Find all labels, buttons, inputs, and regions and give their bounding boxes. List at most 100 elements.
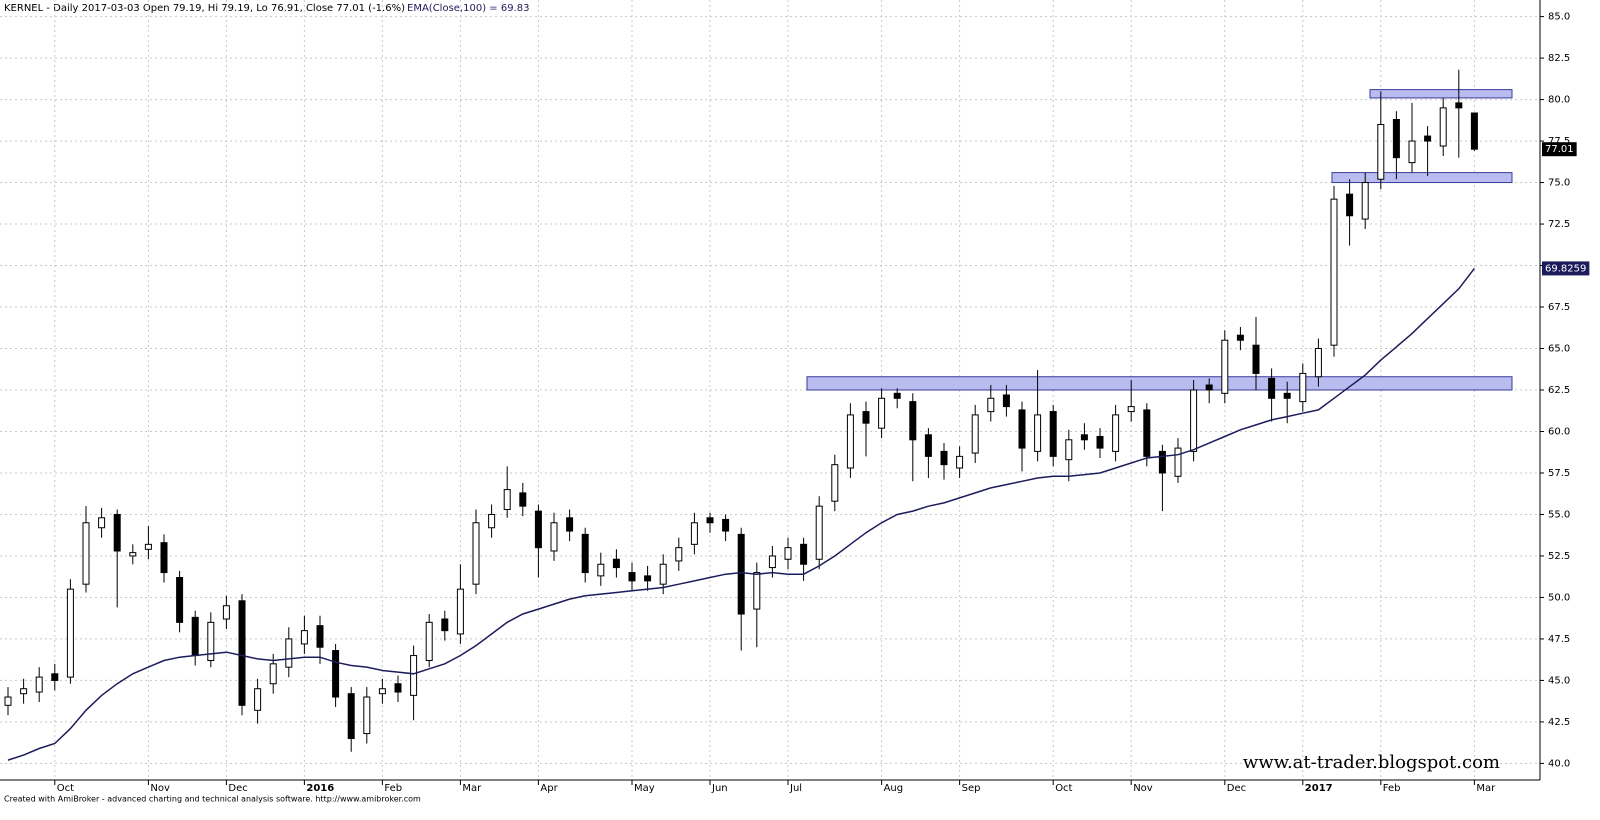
- candle-body: [35, 676, 43, 693]
- candle-body: [176, 577, 184, 623]
- candle-body: [456, 588, 464, 635]
- candle-body: [1346, 193, 1354, 217]
- chart-title: KERNEL - Daily 2017-03-03 Open 79.19, Hi…: [4, 3, 405, 14]
- chart-subtitle: EMA(Close,100) = 69.83: [407, 3, 529, 14]
- x-tick-label: Jul: [789, 783, 802, 794]
- y-tick-label: 67.5: [1548, 302, 1570, 313]
- x-tick-label: May: [634, 783, 655, 794]
- candle-body: [659, 563, 667, 585]
- candle-body: [207, 621, 215, 662]
- x-tick-label: 2017: [1305, 783, 1333, 794]
- candle-body: [285, 638, 293, 668]
- candle-body: [1143, 409, 1151, 457]
- candle-body: [815, 505, 823, 560]
- last-value-label: 69.8259: [1545, 263, 1586, 274]
- candle-body: [363, 696, 371, 735]
- candle-body: [612, 558, 620, 569]
- x-tick-label: Apr: [540, 783, 558, 794]
- x-tick-label: Feb: [384, 783, 402, 794]
- candle-body: [1392, 118, 1400, 159]
- y-tick-label: 47.5: [1548, 634, 1570, 645]
- candle-body: [550, 522, 558, 552]
- candle-body: [222, 605, 230, 620]
- candle-body: [1470, 112, 1478, 150]
- x-tick-label: Nov: [150, 783, 170, 794]
- candle-body: [1174, 447, 1182, 477]
- candle-body: [394, 683, 402, 693]
- candle-body: [675, 547, 683, 562]
- candle-body: [784, 547, 792, 560]
- x-tick-label: 2016: [306, 783, 334, 794]
- candle-body: [129, 552, 137, 557]
- candle-body: [846, 414, 854, 469]
- watermark: www.at-trader.blogspot.com: [1243, 752, 1500, 773]
- last-value-box: [1542, 142, 1577, 157]
- grid: [0, 0, 1540, 780]
- candle-body: [410, 655, 418, 696]
- x-tick-label: Oct: [1055, 783, 1072, 794]
- candle-body: [1190, 389, 1198, 452]
- candle-body: [1080, 434, 1088, 441]
- candle-body: [66, 588, 74, 678]
- candle-body: [940, 450, 948, 466]
- candle-body: [1018, 409, 1026, 449]
- candle-body: [1096, 435, 1104, 449]
- candle-body: [300, 630, 308, 645]
- candle-body: [1252, 344, 1260, 374]
- candle-body: [597, 563, 605, 577]
- candle-body: [1158, 450, 1166, 474]
- candle-body: [441, 618, 449, 632]
- candle-body: [1455, 102, 1463, 109]
- candle-body: [378, 688, 386, 695]
- candle-body: [909, 401, 917, 441]
- candle-body: [628, 572, 636, 582]
- x-tick-label: Mar: [462, 783, 482, 794]
- candle-body: [831, 464, 839, 502]
- x-tick-label: Oct: [57, 783, 74, 794]
- y-tick-label: 62.5: [1548, 385, 1570, 396]
- candle-body: [191, 616, 199, 657]
- candle-body: [800, 543, 808, 565]
- x-tick-label: Jun: [711, 783, 728, 794]
- candle-body: [534, 510, 542, 549]
- y-tick-label: 77.5: [1548, 136, 1570, 147]
- y-tick-label: 85.0: [1548, 12, 1570, 23]
- candle-body: [722, 518, 730, 532]
- candle-body: [82, 522, 90, 585]
- x-tick-label: Feb: [1383, 783, 1401, 794]
- candle-body: [51, 673, 59, 681]
- candles: [4, 69, 1478, 752]
- candle-body: [956, 455, 964, 469]
- x-tick-label: Nov: [1133, 783, 1153, 794]
- y-tick-label: 80.0: [1548, 95, 1570, 106]
- y-tick-label: 52.5: [1548, 551, 1570, 562]
- candle-body: [737, 533, 745, 615]
- y-tick-label: 45.0: [1548, 675, 1570, 686]
- candle-body: [269, 663, 277, 685]
- candle-body: [690, 522, 698, 545]
- candle-body: [1268, 377, 1276, 399]
- candle-body: [1065, 439, 1073, 461]
- candle-body: [1424, 135, 1432, 142]
- candle-body: [768, 555, 776, 569]
- y-tick-label: 50.0: [1548, 592, 1570, 603]
- candle-body: [581, 533, 589, 574]
- candle-body: [488, 513, 496, 529]
- candle-body: [1034, 414, 1042, 452]
- candle-body: [332, 650, 340, 698]
- y-tick-label: 55.0: [1548, 509, 1570, 520]
- x-tick-label: Mar: [1476, 783, 1496, 794]
- zone: [1369, 89, 1513, 99]
- candle-body: [924, 434, 932, 457]
- x-tick-label: Sep: [962, 783, 981, 794]
- candle-body: [503, 489, 511, 510]
- candle-body: [425, 621, 433, 662]
- x-tick-label: Dec: [1227, 783, 1246, 794]
- x-tick-label: Dec: [228, 783, 247, 794]
- y-tick-label: 42.5: [1548, 717, 1570, 728]
- y-tick-label: 60.0: [1548, 426, 1570, 437]
- candle-body: [144, 543, 152, 550]
- x-tick-label: Aug: [884, 783, 904, 794]
- candle-body: [472, 522, 480, 585]
